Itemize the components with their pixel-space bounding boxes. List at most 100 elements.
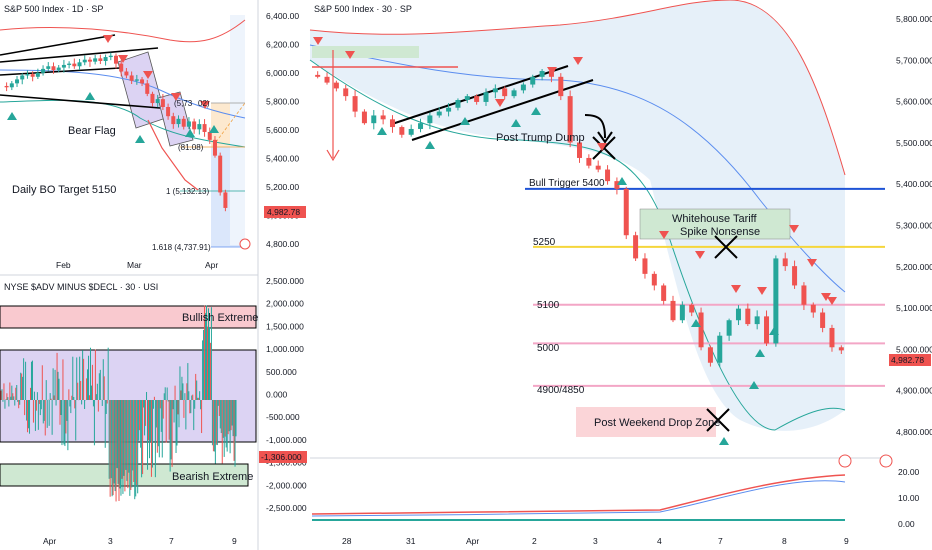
intraday-candle [792, 266, 798, 286]
daily-candle [197, 124, 202, 130]
daily-target-label: Daily BO Target 5150 [12, 184, 116, 196]
sell-marker [731, 285, 741, 293]
daily-candle [181, 118, 186, 127]
intraday-x-tick: Apr [466, 536, 479, 546]
fib-label-1: 1 (5,132.13) [166, 187, 209, 196]
daily-candle [103, 57, 108, 61]
x-mark [714, 235, 738, 259]
drop-arrow-head [326, 149, 340, 162]
fib-diagonal [212, 102, 246, 147]
intraday-y-tick: 5,300.000 [896, 221, 932, 231]
sell-marker [573, 57, 583, 65]
level-4900-label: 4900/4850 [537, 385, 585, 396]
daily-candle [166, 107, 171, 117]
daily-upper-band [0, 19, 246, 43]
intraday-candle [399, 127, 405, 135]
daily-price-label-bg [264, 206, 306, 218]
daily-candle [67, 63, 72, 65]
intraday-candle [558, 76, 564, 97]
buy-marker [7, 112, 17, 120]
intraday-candle [352, 96, 358, 112]
adv-y-tick: 0.000 [266, 390, 288, 400]
intraday-candle [361, 111, 367, 124]
drop-zone-box [576, 407, 716, 437]
buy-marker [719, 437, 729, 445]
bear-flag-label: Bear Flag [68, 125, 116, 137]
daily-candle [41, 68, 46, 73]
intraday-candle [679, 304, 685, 321]
adv-x-tick: 3 [108, 536, 113, 546]
sell-marker [345, 51, 355, 59]
bull-trigger-label: Bull Trigger 5400 [529, 178, 605, 189]
sell-marker [597, 143, 607, 151]
intraday-candle [670, 300, 676, 321]
daily-candle [15, 79, 20, 84]
daily-candle [87, 59, 92, 62]
daily-candle [171, 116, 176, 125]
daily-y-tick: 5,200.00 [266, 182, 299, 192]
intraday-x-tick: 28 [342, 536, 352, 546]
intraday-price-label-bg [889, 354, 931, 366]
fib-label-0b: 02) [198, 99, 210, 108]
intraday-candle [707, 347, 713, 363]
adv-y-tick: 500.000 [266, 367, 297, 377]
sell-marker [821, 293, 831, 301]
intraday-candle [782, 258, 788, 267]
daily-last-price: 4,982.78 [267, 207, 300, 217]
intraday-y-tick: 5,000.000 [896, 344, 932, 354]
fib-label-05: (81.08) [178, 143, 204, 152]
intraday-candle [726, 320, 732, 336]
flag-icon [879, 454, 893, 468]
adv-y-tick: 2,500.000 [266, 276, 304, 286]
sell-marker [789, 225, 799, 233]
adv-x-tick: Apr [43, 536, 56, 546]
intraday-x-tick: 4 [657, 536, 662, 546]
sell-marker [659, 231, 669, 239]
intraday-candle [651, 273, 657, 286]
daily-candle [223, 192, 228, 208]
dump-arrow [584, 114, 606, 139]
intraday-candle [605, 169, 611, 182]
daily-candle [212, 139, 217, 156]
intraday-candle [838, 347, 844, 351]
daily-candle [82, 59, 87, 63]
intraday-y-tick: 5,600.000 [896, 97, 932, 107]
sell-marker [103, 35, 113, 43]
buy-marker [135, 135, 145, 143]
daily-candle [134, 79, 139, 81]
x-mark [706, 408, 730, 432]
adv-x-tick: 9 [232, 536, 237, 546]
bullish-extreme-box [0, 305, 257, 329]
daily-candle [35, 72, 40, 77]
intraday-candle [492, 88, 498, 93]
daily-candle [124, 71, 129, 76]
intraday-candle [595, 165, 601, 170]
intraday-x-tick: 31 [406, 536, 416, 546]
intraday-candle [474, 96, 480, 102]
fib-label-1618: 1.618 (4,737.91) [152, 243, 211, 252]
intraday-y-tick: 5,400.000 [896, 179, 932, 189]
daily-candle [155, 99, 160, 104]
intraday-middle-line [309, 44, 846, 293]
intraday-candle [427, 115, 433, 124]
intraday-candle [661, 285, 667, 301]
x-mark [592, 136, 616, 160]
intraday-candle [810, 304, 816, 313]
intraday-candle [829, 327, 835, 348]
daily-candle [20, 75, 25, 80]
intraday-y-tick: 5,200.000 [896, 262, 932, 272]
sell-marker [807, 259, 817, 267]
buy-marker [691, 319, 701, 327]
daily-candle [56, 67, 61, 71]
adv-x-tick: 7 [169, 536, 174, 546]
intraday-candle [745, 308, 751, 325]
buy-marker [755, 349, 765, 357]
sell-marker [200, 101, 210, 109]
intraday-candle [483, 92, 489, 102]
intraday-candle [764, 316, 770, 344]
intraday-y-tick: 5,500.000 [896, 138, 932, 148]
daily-candle [186, 121, 191, 127]
intraday-candle [455, 100, 461, 108]
intraday-candle [446, 107, 452, 112]
buy-marker [85, 92, 95, 100]
